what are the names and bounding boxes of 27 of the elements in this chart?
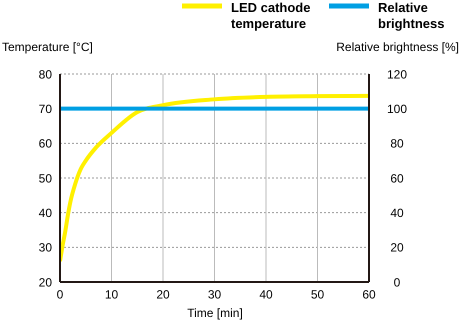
y-tick-label: 40 bbox=[38, 206, 52, 220]
y2-axis-title: Relative brightness [%] bbox=[336, 40, 459, 54]
line-series bbox=[60, 94, 369, 264]
y-axis-title: Temperature [°C] bbox=[2, 40, 93, 54]
x-tick-label: 10 bbox=[104, 288, 118, 302]
y2-tick-label: 120 bbox=[386, 67, 408, 82]
x-tick-label: 30 bbox=[208, 288, 222, 302]
y-tick-label: 20 bbox=[38, 275, 52, 290]
y2-tick-label: 20 bbox=[390, 240, 404, 255]
y-tick-label: 80 bbox=[38, 67, 52, 82]
legend-label: Relative brightness bbox=[378, 0, 446, 32]
y2-tick-label: 0 bbox=[394, 275, 401, 290]
x-tick-label: 40 bbox=[259, 288, 273, 302]
y-tick-label: 60 bbox=[38, 136, 52, 151]
x-tick-label: 0 bbox=[56, 288, 64, 302]
y2-tick-label: 60 bbox=[390, 171, 404, 186]
legend-label: LED cathode temperature bbox=[231, 0, 312, 32]
y-tick-label: 70 bbox=[38, 102, 52, 116]
x-tick-label: 50 bbox=[310, 288, 324, 302]
x-tick-label: 20 bbox=[156, 288, 170, 302]
y2-tick-label: 100 bbox=[386, 102, 408, 116]
y2-tick-label: 80 bbox=[390, 136, 404, 151]
y-tick-label: 30 bbox=[38, 240, 52, 255]
x-axis-title: Time [min] bbox=[186, 306, 244, 320]
y-tick-label: 50 bbox=[38, 171, 52, 186]
y2-tick-label: 40 bbox=[390, 206, 404, 220]
x-tick-label: 60 bbox=[362, 288, 376, 302]
